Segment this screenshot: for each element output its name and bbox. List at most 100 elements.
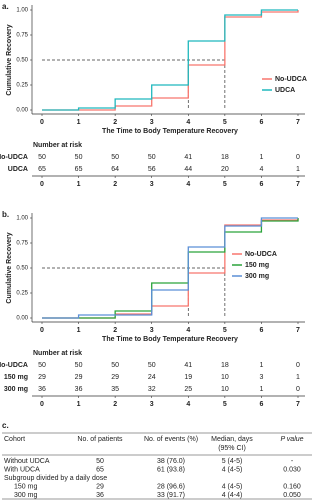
risk-count: 50 xyxy=(111,154,119,161)
y-tick-label: 0.25 xyxy=(16,291,28,297)
risk-count: 18 xyxy=(221,362,229,369)
risk-count: 36 xyxy=(75,386,83,393)
risk-row-name: No-UDCA xyxy=(0,362,28,369)
risk-count: 0 xyxy=(296,386,300,393)
table-cell: 0.030 xyxy=(283,466,301,473)
table-cell: 0.050 xyxy=(283,492,301,499)
x-tick-label: 1 xyxy=(77,327,81,334)
y-tick-label: 0.50 xyxy=(16,58,28,64)
risk-table-title: Number at risk xyxy=(33,350,82,357)
risk-count: 19 xyxy=(184,374,192,381)
step-line xyxy=(42,217,298,319)
step-line xyxy=(42,9,298,111)
risk-row-name: 150 mg xyxy=(4,374,28,381)
y-tick-label: 0.25 xyxy=(16,83,28,89)
risk-x-tick-label: 7 xyxy=(296,181,300,188)
x-tick-label: 2 xyxy=(113,119,117,126)
x-tick-label: 7 xyxy=(296,119,300,126)
table-cell: Subgroup divided by a daily dose xyxy=(4,475,107,482)
risk-count: 44 xyxy=(184,166,192,173)
panel-label: c. xyxy=(2,421,9,430)
x-tick-label: 3 xyxy=(150,119,154,126)
table-cell: 29 xyxy=(96,484,104,491)
risk-x-tick-label: 3 xyxy=(150,401,154,408)
x-axis-title: The Time to Body Temperature Recovery xyxy=(102,336,238,343)
risk-x-tick-label: 6 xyxy=(259,401,263,408)
risk-x-tick-label: 7 xyxy=(296,401,300,408)
risk-count: 36 xyxy=(38,386,46,393)
x-tick-label: 1 xyxy=(77,119,81,126)
table-cell: 4 (4-5) xyxy=(222,466,243,473)
table-cell: 61 (93.8) xyxy=(157,466,185,473)
risk-count: 32 xyxy=(148,386,156,393)
risk-row-name: 300 mg xyxy=(4,386,28,393)
risk-count: 18 xyxy=(221,154,229,161)
risk-count: 1 xyxy=(296,374,300,381)
table-cell: 36 xyxy=(96,492,104,499)
risk-count: 10 xyxy=(221,386,229,393)
table-cell: 65 xyxy=(96,466,104,473)
x-tick-label: 5 xyxy=(223,327,227,334)
table-cell: 150 mg xyxy=(14,484,37,491)
risk-row-name: UDCA xyxy=(8,166,28,173)
risk-count: 65 xyxy=(75,166,83,173)
table-cell: 0.160 xyxy=(283,484,301,491)
x-tick-label: 2 xyxy=(113,327,117,334)
risk-count: 0 xyxy=(296,362,300,369)
x-tick-label: 5 xyxy=(223,119,227,126)
table-cell: 33 (91.7) xyxy=(157,492,185,499)
risk-count: 29 xyxy=(75,374,83,381)
risk-x-tick-label: 2 xyxy=(113,401,117,408)
risk-count: 64 xyxy=(111,166,119,173)
risk-count: 4 xyxy=(259,166,263,173)
risk-count: 0 xyxy=(296,154,300,161)
risk-table-title: Number at risk xyxy=(33,142,82,149)
table-cell: 38 (76.0) xyxy=(157,458,185,465)
panel-label: a. xyxy=(2,2,9,11)
legend-label: UDCA xyxy=(275,87,295,94)
risk-x-tick-label: 1 xyxy=(77,401,81,408)
risk-x-tick-label: 3 xyxy=(150,181,154,188)
table-header: No. of patients xyxy=(77,436,123,443)
risk-count: 50 xyxy=(111,362,119,369)
y-axis-title: Cumulative Recovery xyxy=(6,24,13,95)
table-cell: 4 (4-5) xyxy=(222,484,243,491)
risk-count: 50 xyxy=(75,362,83,369)
risk-count: 41 xyxy=(184,154,192,161)
table-cell: 50 xyxy=(96,458,104,465)
risk-x-tick-label: 4 xyxy=(186,401,190,408)
table-header: (95% CI) xyxy=(218,445,246,452)
risk-count: 29 xyxy=(38,374,46,381)
risk-count: 50 xyxy=(38,362,46,369)
risk-count: 41 xyxy=(184,362,192,369)
risk-count: 3 xyxy=(259,374,263,381)
risk-x-tick-label: 5 xyxy=(223,401,227,408)
x-tick-label: 7 xyxy=(296,327,300,334)
risk-count: 1 xyxy=(259,386,263,393)
table-header: P value xyxy=(280,436,303,443)
table-header: Median, days xyxy=(211,436,253,443)
risk-count: 35 xyxy=(111,386,119,393)
x-axis-title: The Time to Body Temperature Recovery xyxy=(102,128,238,135)
y-tick-label: 0.00 xyxy=(16,108,28,114)
table-cell: Without UDCA xyxy=(4,458,50,465)
y-tick-label: 0.75 xyxy=(16,33,28,39)
risk-count: 65 xyxy=(38,166,46,173)
x-tick-label: 3 xyxy=(150,327,154,334)
x-tick-label: 4 xyxy=(186,119,190,126)
risk-count: 56 xyxy=(148,166,156,173)
y-tick-label: 0.50 xyxy=(16,266,28,272)
legend-label: No-UDCA xyxy=(275,76,307,83)
x-tick-label: 6 xyxy=(259,327,263,334)
y-tick-label: 1.00 xyxy=(16,216,28,222)
legend-label: No-UDCA xyxy=(245,251,277,258)
panel-label: b. xyxy=(2,210,9,219)
risk-x-tick-label: 2 xyxy=(113,181,117,188)
risk-x-tick-label: 6 xyxy=(259,181,263,188)
risk-count: 50 xyxy=(75,154,83,161)
risk-count: 24 xyxy=(148,374,156,381)
y-axis-title: Cumulative Recovery xyxy=(6,232,13,303)
risk-row-name: No-UDCA xyxy=(0,154,28,161)
risk-x-tick-label: 0 xyxy=(40,181,44,188)
